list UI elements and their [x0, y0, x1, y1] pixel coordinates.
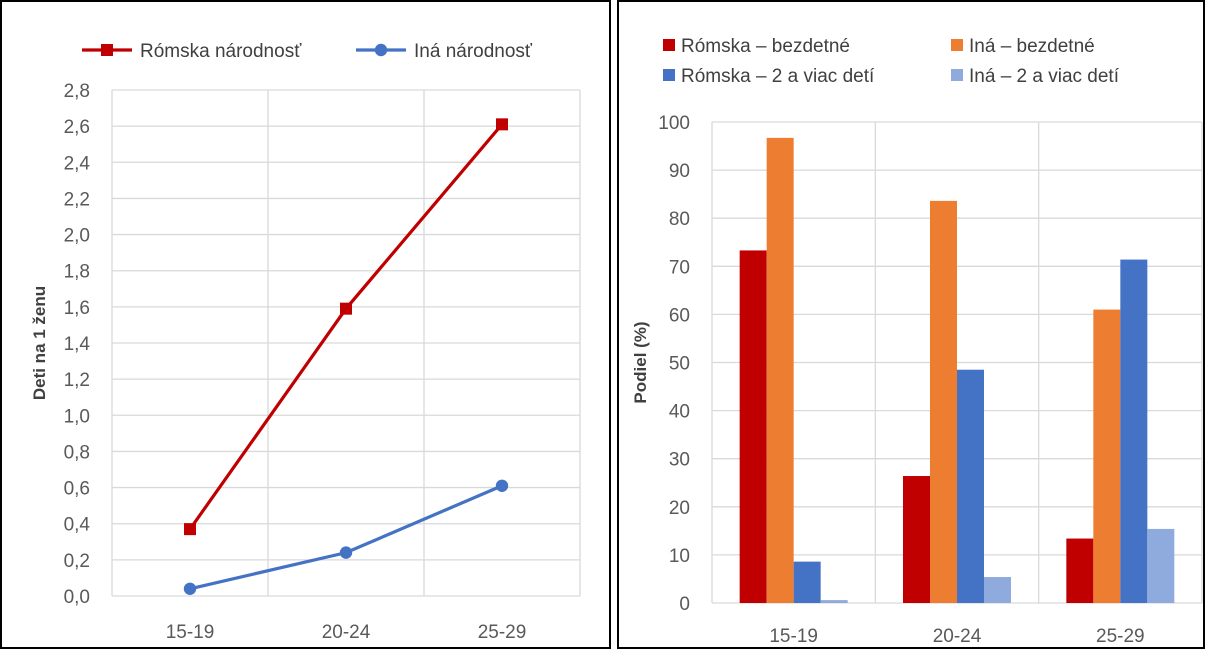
bar	[1093, 309, 1121, 603]
x-tick-label: 20-24	[933, 626, 982, 647]
legend-label: Iná – bezdetné	[969, 36, 1095, 57]
y-tick-label: 80	[669, 209, 690, 230]
y-tick-label: 0,0	[64, 587, 90, 608]
bar	[1066, 538, 1094, 603]
x-tick-label: 15-19	[166, 622, 215, 643]
y-tick-label: 40	[669, 402, 690, 423]
y-tick-label: 1,0	[64, 406, 90, 427]
y-axis-title: Podiel (%)	[631, 321, 650, 403]
legend-label: Rómska národnosť	[140, 41, 302, 62]
legend-swatch	[951, 69, 963, 81]
legend-swatch	[951, 39, 963, 51]
legend-label: Iná národnosť	[414, 41, 533, 62]
data-point	[339, 546, 353, 559]
y-tick-label: 30	[669, 450, 690, 471]
bar	[820, 600, 848, 603]
x-tick-label: 25-29	[1096, 626, 1145, 647]
legend-marker	[101, 44, 113, 56]
y-tick-label: 1,6	[64, 298, 90, 319]
data-point	[495, 479, 509, 492]
bar	[903, 476, 930, 603]
y-tick-label: 0,4	[64, 515, 91, 536]
bar	[766, 137, 794, 604]
y-tick-label: 2,6	[64, 117, 90, 138]
y-tick-label: 0,8	[64, 442, 90, 463]
series-line	[188, 123, 504, 531]
y-tick-label: 10	[669, 546, 690, 567]
legend-label: Rómska – 2 a viac detí	[681, 66, 875, 87]
y-tick-label: 90	[669, 161, 690, 182]
y-tick-label: 2,0	[64, 226, 90, 247]
legend-label: Rómska – bezdetné	[681, 36, 850, 57]
y-tick-label: 70	[669, 257, 690, 278]
x-tick-label: 15-19	[769, 626, 818, 647]
y-tick-label: 50	[669, 354, 690, 375]
right-chart-panel: 0 10 20 30 40 50 60 70 80 90 100 15-19 20-24 25-29 Pod…	[617, 0, 1205, 649]
data-point	[183, 582, 197, 595]
y-tick-label: 1,2	[64, 370, 90, 391]
y-tick-label: 60	[669, 305, 690, 326]
y-tick-label: 2,4	[64, 153, 91, 174]
y-tick-label: 0	[679, 594, 690, 615]
legend-marker	[374, 43, 388, 57]
y-axis-title: Deti na 1 ženu	[30, 286, 49, 400]
y-tick-label: 100	[658, 113, 690, 134]
y-tick-label: 20	[669, 498, 690, 519]
left-chart-panel: 0,0 0,2 0,4 0,6 0,8 1,0 1,2 1,4 1,6 1,8 2,0 2,2 2,4 2…	[0, 0, 611, 649]
y-tick-label: 2,2	[64, 189, 90, 210]
data-point	[340, 302, 352, 315]
bar	[957, 369, 984, 603]
line-chart: 0,0 0,2 0,4 0,6 0,8 1,0 1,2 1,4 1,6 1,8 2,0 2,2 2,4 2…	[30, 41, 581, 643]
y-tick-label: 2,8	[64, 81, 90, 102]
data-point	[496, 118, 508, 131]
y-tick-label: 1,4	[64, 334, 91, 355]
y-tick-label: 0,2	[64, 551, 90, 572]
bar	[984, 577, 1011, 603]
y-tick-label: 1,8	[64, 262, 90, 283]
series-line	[189, 484, 503, 591]
legend-swatch	[663, 39, 675, 51]
data-point	[184, 523, 196, 536]
x-tick-label: 20-24	[322, 622, 371, 643]
bar	[1120, 259, 1148, 603]
bar	[1147, 528, 1175, 603]
legend-swatch	[663, 69, 675, 81]
bar-chart: 0 10 20 30 40 50 60 70 80 90 100 15-19 20-24 25-29 Pod…	[631, 36, 1203, 647]
y-tick-label: 0,6	[64, 479, 90, 500]
x-tick-label: 25-29	[478, 622, 527, 643]
bar	[930, 200, 957, 603]
bar	[739, 250, 767, 603]
bar	[793, 561, 821, 603]
legend-label: Iná – 2 a viac detí	[969, 66, 1120, 87]
